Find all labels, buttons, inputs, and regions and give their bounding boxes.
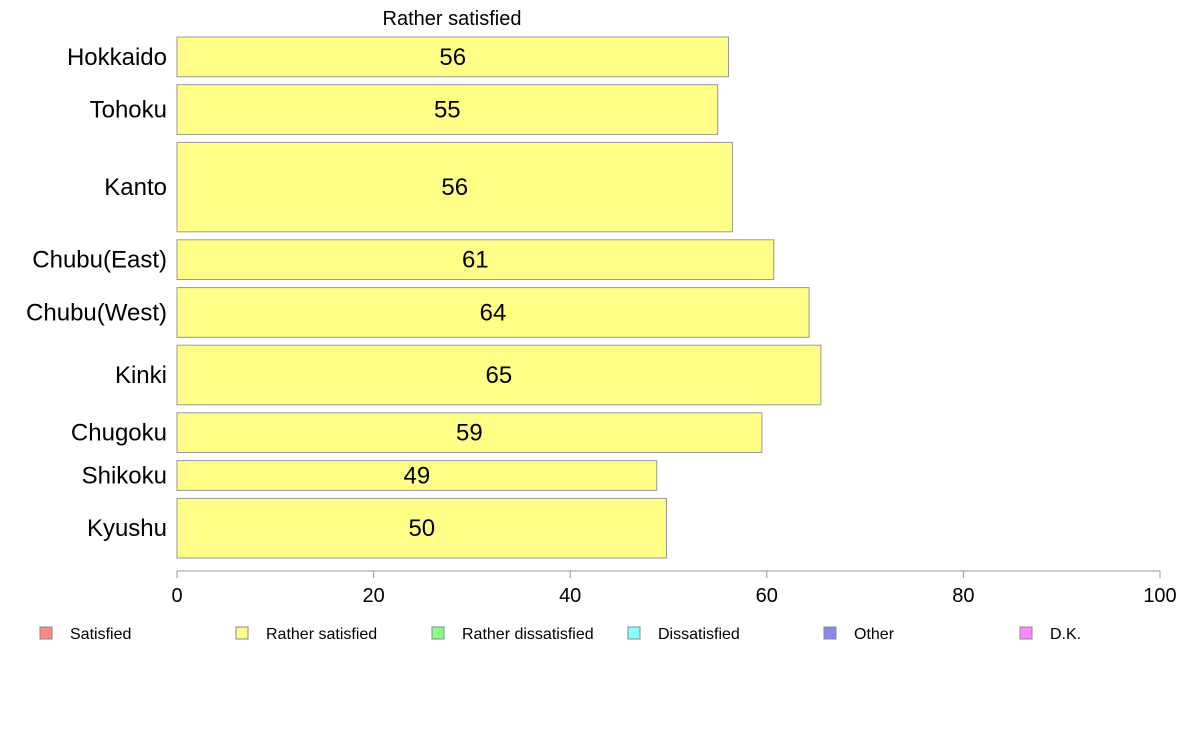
- bar-chugoku: [176, 412, 763, 453]
- data-label: 55: [434, 97, 461, 124]
- bar-shikoku: [176, 460, 658, 491]
- data-label: 49: [404, 463, 431, 490]
- legend-swatch: [627, 626, 641, 640]
- bar-tohoku: [176, 84, 719, 135]
- data-label: 64: [480, 299, 507, 326]
- category-label: Tohoku: [90, 97, 167, 124]
- legend-swatch: [235, 626, 249, 640]
- data-label: 50: [408, 515, 435, 542]
- x-tick-label: 0: [171, 585, 182, 607]
- legend-label: D.K.: [1050, 626, 1081, 643]
- legend-swatch: [431, 626, 445, 640]
- x-tick-label: 80: [952, 585, 974, 607]
- legend: Satisfied Rather satisfied Rather dissatis…: [39, 626, 1081, 643]
- legend-label: Rather satisfied: [266, 626, 377, 643]
- bar-chubu-east-: [176, 239, 775, 281]
- x-tick-label: 100: [1143, 585, 1176, 607]
- legend-label: Rather dissatisfied: [462, 626, 594, 643]
- legend-swatch: [39, 626, 53, 640]
- data-label: 59: [456, 420, 483, 447]
- data-label: 56: [441, 174, 468, 201]
- category-label: Chugoku: [71, 420, 167, 447]
- category-label: Hokkaido: [67, 44, 167, 71]
- bar-kyushu: [176, 497, 667, 559]
- bar-kanto: [176, 141, 733, 233]
- x-axis: 0 20 40 60 80 100: [171, 570, 1177, 607]
- data-label: 56: [439, 44, 466, 71]
- category-label: Chubu(West): [26, 299, 167, 326]
- bars-group: Hokkaido 56 Tohoku 55 Kanto 56 Chubu(East) 61 Ch…: [26, 36, 822, 559]
- category-label: Kinki: [115, 362, 167, 389]
- category-label: Chubu(East): [32, 247, 167, 274]
- legend-label: Other: [854, 626, 895, 643]
- x-tick-label: 20: [362, 585, 384, 607]
- chart-title: Rather satisfied: [383, 8, 522, 30]
- category-label: Kanto: [104, 174, 167, 201]
- legend-label: Satisfied: [70, 626, 131, 643]
- legend-swatch: [823, 626, 837, 640]
- x-tick-label: 60: [756, 585, 778, 607]
- data-label: 61: [462, 247, 489, 274]
- category-label: Kyushu: [87, 515, 167, 542]
- data-label: 65: [486, 362, 513, 389]
- category-label: Shikoku: [82, 463, 167, 490]
- bar-kinki: [176, 344, 822, 406]
- bar-hokkaido: [176, 36, 729, 78]
- legend-swatch: [1019, 626, 1033, 640]
- legend-label: Dissatisfied: [658, 626, 740, 643]
- x-tick-label: 40: [559, 585, 581, 607]
- bar-chubu-west-: [176, 287, 810, 338]
